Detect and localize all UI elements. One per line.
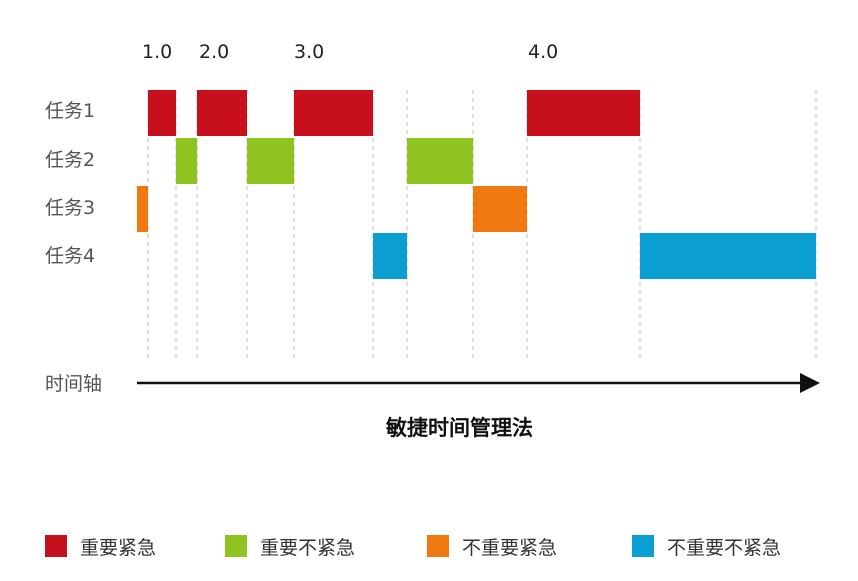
task-block bbox=[473, 186, 527, 232]
task-block bbox=[176, 138, 197, 184]
row-label-task-4: 任务4 bbox=[45, 245, 95, 267]
task-block bbox=[247, 138, 294, 184]
task-row-4-blocks bbox=[373, 233, 816, 279]
row-label-task-3: 任务3 bbox=[45, 197, 95, 219]
task-block bbox=[640, 233, 816, 279]
version-label-4: 4.0 bbox=[528, 41, 558, 63]
task-row-3-blocks bbox=[137, 186, 527, 232]
diagram-title: 敏捷时间管理法 bbox=[385, 416, 533, 440]
task-row-2-blocks bbox=[176, 138, 473, 184]
task-row-1-blocks bbox=[148, 90, 640, 136]
legend-label-not-important-not-urgent: 不重要不紧急 bbox=[667, 537, 781, 559]
version-label-3: 3.0 bbox=[294, 41, 324, 63]
legend: 重要紧急 重要不紧急 不重要紧急 不重要不紧急 bbox=[45, 535, 781, 559]
arrow-right-icon bbox=[800, 373, 820, 393]
time-axis-label: 时间轴 bbox=[45, 373, 102, 395]
task-block bbox=[407, 138, 473, 184]
row-label-task-2: 任务2 bbox=[45, 149, 95, 171]
task-block bbox=[373, 233, 407, 279]
task-block bbox=[527, 90, 640, 136]
row-label-task-1: 任务1 bbox=[45, 100, 95, 122]
legend-swatch-important-urgent bbox=[45, 535, 67, 557]
task-block bbox=[137, 186, 148, 232]
version-label-1: 1.0 bbox=[142, 41, 172, 63]
legend-label-important-not-urgent: 重要不紧急 bbox=[260, 537, 355, 559]
legend-label-not-important-urgent: 不重要紧急 bbox=[462, 537, 557, 559]
legend-label-important-urgent: 重要紧急 bbox=[80, 537, 156, 559]
legend-swatch-not-important-not-urgent bbox=[632, 535, 654, 557]
version-label-2: 2.0 bbox=[199, 41, 229, 63]
legend-swatch-not-important-urgent bbox=[427, 535, 449, 557]
task-block bbox=[148, 90, 176, 136]
task-block bbox=[197, 90, 247, 136]
legend-swatch-important-not-urgent bbox=[225, 535, 247, 557]
task-block bbox=[294, 90, 373, 136]
